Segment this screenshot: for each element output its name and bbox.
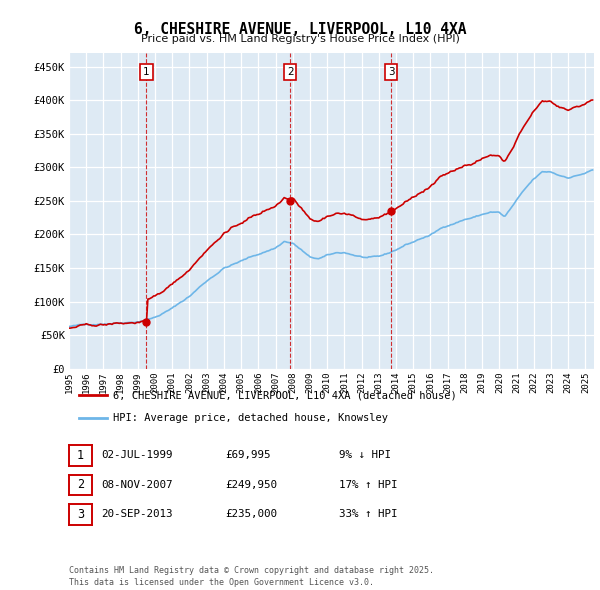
Text: Contains HM Land Registry data © Crown copyright and database right 2025.
This d: Contains HM Land Registry data © Crown c… bbox=[69, 566, 434, 587]
Text: £235,000: £235,000 bbox=[225, 510, 277, 519]
Text: 2: 2 bbox=[77, 478, 84, 491]
Text: 2: 2 bbox=[287, 67, 293, 77]
Text: 9% ↓ HPI: 9% ↓ HPI bbox=[339, 451, 391, 460]
Text: 1: 1 bbox=[77, 449, 84, 462]
Text: 1: 1 bbox=[143, 67, 150, 77]
Text: £249,950: £249,950 bbox=[225, 480, 277, 490]
Text: HPI: Average price, detached house, Knowsley: HPI: Average price, detached house, Know… bbox=[113, 414, 388, 424]
Text: 3: 3 bbox=[388, 67, 395, 77]
Text: 17% ↑ HPI: 17% ↑ HPI bbox=[339, 480, 397, 490]
Text: 08-NOV-2007: 08-NOV-2007 bbox=[101, 480, 172, 490]
Text: 3: 3 bbox=[77, 508, 84, 521]
Text: 6, CHESHIRE AVENUE, LIVERPOOL, L10 4XA: 6, CHESHIRE AVENUE, LIVERPOOL, L10 4XA bbox=[134, 22, 466, 37]
Text: £69,995: £69,995 bbox=[225, 451, 271, 460]
Text: 20-SEP-2013: 20-SEP-2013 bbox=[101, 510, 172, 519]
Text: 33% ↑ HPI: 33% ↑ HPI bbox=[339, 510, 397, 519]
Text: Price paid vs. HM Land Registry's House Price Index (HPI): Price paid vs. HM Land Registry's House … bbox=[140, 34, 460, 44]
Text: 02-JUL-1999: 02-JUL-1999 bbox=[101, 451, 172, 460]
Text: 6, CHESHIRE AVENUE, LIVERPOOL, L10 4XA (detached house): 6, CHESHIRE AVENUE, LIVERPOOL, L10 4XA (… bbox=[113, 390, 457, 400]
